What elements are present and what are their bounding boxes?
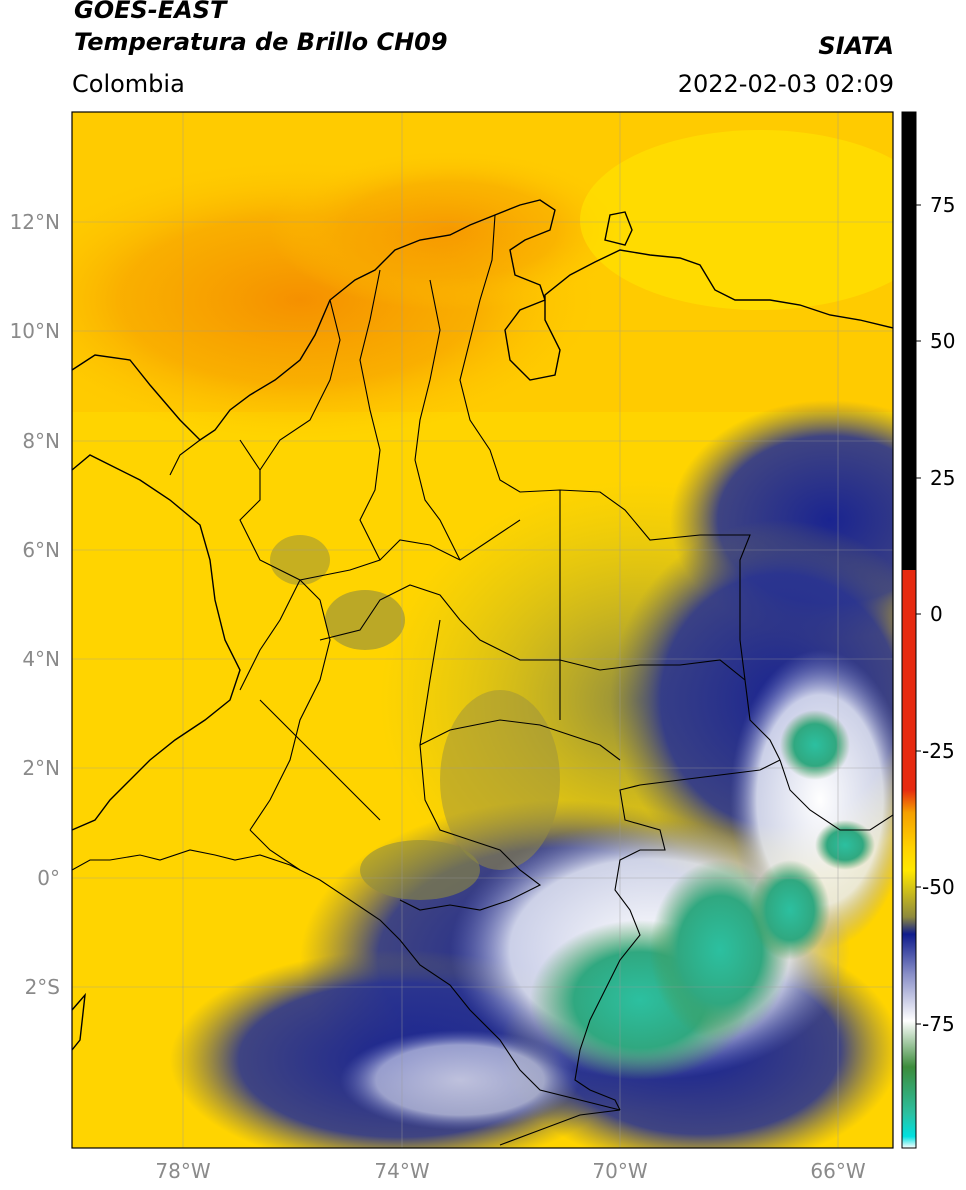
venezuela-brazil-border — [779, 759, 893, 831]
agency-label: SIATA — [818, 32, 894, 60]
colombia-brazil-border — [574, 759, 781, 1111]
temperature-field — [72, 112, 893, 1148]
colorbar-tick-label: -50 — [922, 875, 955, 899]
paraguana-coast — [604, 211, 633, 246]
lat-label: 0° — [37, 866, 60, 890]
lon-label: 74°W — [374, 1159, 429, 1183]
lon-label: 70°W — [592, 1159, 647, 1183]
lon-label: 66°W — [810, 1159, 865, 1183]
lat-label: 2°N — [22, 756, 60, 780]
lat-label: 10°N — [10, 319, 60, 343]
colorbar-frame — [901, 111, 917, 1149]
ecuador-coast — [72, 992, 86, 1051]
internal-borders — [239, 269, 746, 911]
latitude-labels: 12°N 10°N 8°N 6°N 4°N 2°N 0° 2°S — [10, 210, 60, 999]
colorbar-tick-label: -75 — [922, 1012, 955, 1036]
satellite-title: GOES-EAST — [74, 0, 227, 24]
caribbean-coast — [72, 199, 893, 441]
colorbar-tick-label: 0 — [930, 602, 943, 626]
colorbar-black-segment — [902, 112, 916, 570]
colorbar-gradient — [902, 570, 916, 1148]
lat-label: 6°N — [22, 538, 60, 562]
lat-label: 2°S — [25, 975, 60, 999]
colorbar-tick-label: 50 — [930, 329, 955, 353]
lat-label: 8°N — [22, 429, 60, 453]
peru-brazil-border — [499, 1109, 621, 1146]
colombia-peru-border — [72, 849, 621, 1111]
graticule — [72, 112, 893, 1148]
colorbar-tick-label: 25 — [930, 466, 955, 490]
lat-label: 4°N — [22, 647, 60, 671]
colombia-venezuela-border — [459, 214, 781, 761]
map-frame — [71, 111, 894, 1149]
colorbar-tick-label: 75 — [930, 193, 955, 217]
longitude-labels: 78°W 74°W 70°W 66°W — [155, 1159, 865, 1183]
colombia-panama-border — [169, 439, 201, 476]
lat-label: 12°N — [10, 210, 60, 234]
datetime-label: 2022-02-03 02:09 — [677, 70, 894, 98]
product-title: Temperatura de Brillo CH09 — [74, 28, 448, 56]
pacific-coast — [72, 454, 241, 831]
colorbar-red-segment — [902, 570, 916, 600]
region-label: Colombia — [72, 70, 185, 98]
colorbar-tick-label: -25 — [922, 739, 955, 763]
colorbar: 75 50 25 0 -25 -50 -75 — [901, 111, 955, 1149]
map-outlines — [72, 199, 893, 1146]
lon-label: 78°W — [155, 1159, 210, 1183]
